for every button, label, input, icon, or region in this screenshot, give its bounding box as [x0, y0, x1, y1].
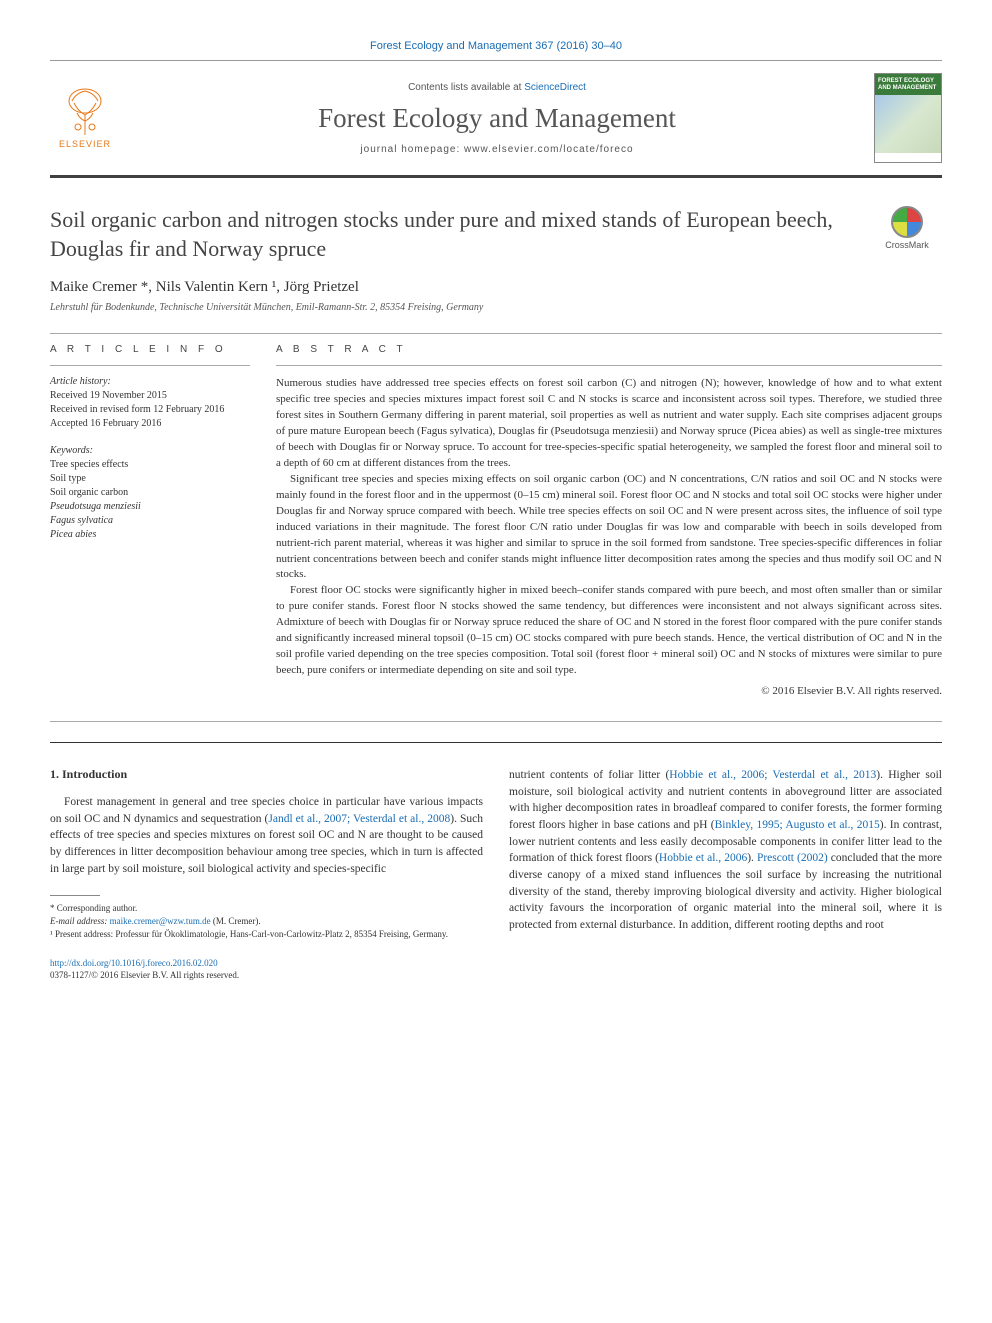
homepage-url[interactable]: www.elsevier.com/locate/foreco [464, 144, 634, 155]
right-column: nutrient contents of foliar litter (Hobb… [509, 767, 942, 940]
keyword-item: Soil type [50, 472, 250, 486]
keyword-item: Tree species effects [50, 458, 250, 472]
keyword-item: Pseudotsuga menziesii [50, 500, 250, 514]
corresponding-author-note: * Corresponding author. [50, 902, 483, 915]
article-info-column: A R T I C L E I N F O Article history: R… [50, 344, 250, 697]
author-list: Maike Cremer *, Nils Valentin Kern ¹, Jö… [50, 279, 942, 296]
intro-heading: 1. Introduction [50, 767, 483, 782]
keyword-item: Soil organic carbon [50, 486, 250, 500]
divider [50, 333, 942, 334]
contents-available-line: Contents lists available at ScienceDirec… [120, 82, 874, 93]
journal-title: Forest Ecology and Management [120, 103, 874, 134]
abstract-paragraph: Forest floor OC stocks were significantl… [276, 583, 942, 679]
left-column: 1. Introduction Forest management in gen… [50, 767, 483, 940]
sciencedirect-link[interactable]: ScienceDirect [524, 82, 586, 93]
body-text-fragment: nutrient contents of foliar litter ( [509, 769, 669, 781]
history-item: Accepted 16 February 2016 [50, 417, 250, 431]
present-address-note: ¹ Present address: Professur für Ökoklim… [50, 928, 483, 941]
intro-text-right: nutrient contents of foliar litter (Hobb… [509, 767, 942, 934]
keywords-list: Tree species effectsSoil typeSoil organi… [50, 458, 250, 542]
footnote-separator [50, 895, 100, 896]
citation-link[interactable]: Hobbie et al., 2006; Vesterdal et al., 2… [669, 769, 876, 781]
journal-cover-thumbnail[interactable]: FOREST ECOLOGY AND MANAGEMENT [874, 73, 942, 163]
elsevier-tree-icon [60, 87, 110, 137]
history-label: Article history: [50, 376, 250, 387]
page-container: Forest Ecology and Management 367 (2016)… [0, 0, 992, 1022]
body-columns: 1. Introduction Forest management in gen… [50, 767, 942, 940]
crossmark-icon [891, 206, 923, 238]
keyword-item: Fagus sylvatica [50, 514, 250, 528]
email-line: E-mail address: maike.cremer@wzw.tum.de … [50, 915, 483, 928]
page-footer: http://dx.doi.org/10.1016/j.foreco.2016.… [50, 958, 942, 981]
footnotes: * Corresponding author. E-mail address: … [50, 902, 483, 940]
article-title: Soil organic carbon and nitrogen stocks … [50, 206, 872, 263]
section-divider [50, 742, 942, 743]
keyword-item: Picea abies [50, 528, 250, 542]
publisher-logo[interactable]: ELSEVIER [50, 87, 120, 149]
history-item: Received in revised form 12 February 201… [50, 403, 250, 417]
author-email-link[interactable]: maike.cremer@wzw.tum.de [110, 916, 211, 926]
history-item: Received 19 November 2015 [50, 389, 250, 403]
divider [276, 365, 942, 366]
email-label: E-mail address: [50, 916, 110, 926]
homepage-line: journal homepage: www.elsevier.com/locat… [120, 144, 874, 155]
intro-text-left: Forest management in general and tree sp… [50, 794, 483, 877]
citation-link[interactable]: Binkley, 1995; Augusto et al., 2015 [715, 819, 880, 831]
email-suffix: (M. Cremer). [211, 916, 261, 926]
citation-link[interactable]: Jandl et al., 2007; Vesterdal et al., 20… [268, 813, 450, 825]
abstract-paragraph: Significant tree species and species mix… [276, 472, 942, 584]
journal-header-box: ELSEVIER Contents lists available at Sci… [50, 60, 942, 178]
crossmark-widget[interactable]: CrossMark [872, 206, 942, 250]
header-center: Contents lists available at ScienceDirec… [120, 82, 874, 155]
abstract-copyright: © 2016 Elsevier B.V. All rights reserved… [276, 685, 942, 697]
homepage-prefix: journal homepage: [360, 144, 464, 155]
abstract-label: A B S T R A C T [276, 344, 942, 355]
issn-copyright-line: 0378-1127/© 2016 Elsevier B.V. All right… [50, 970, 942, 982]
abstract-text: Numerous studies have addressed tree spe… [276, 376, 942, 679]
info-abstract-row: A R T I C L E I N F O Article history: R… [50, 344, 942, 697]
citation-link[interactable]: Prescott (2002) [757, 852, 828, 864]
divider [50, 365, 250, 366]
crossmark-label: CrossMark [872, 240, 942, 250]
citation-link[interactable]: Hobbie et al., 2006 [659, 852, 747, 864]
abstract-column: A B S T R A C T Numerous studies have ad… [276, 344, 942, 697]
cover-title: FOREST ECOLOGY AND MANAGEMENT [875, 74, 941, 95]
cover-image [875, 95, 941, 153]
history-list: Received 19 November 2015Received in rev… [50, 389, 250, 431]
contents-prefix: Contents lists available at [408, 82, 524, 93]
citation-header: Forest Ecology and Management 367 (2016)… [50, 40, 942, 52]
title-row: Soil organic carbon and nitrogen stocks … [50, 206, 942, 263]
keywords-label: Keywords: [50, 445, 250, 456]
affiliation: Lehrstuhl für Bodenkunde, Technische Uni… [50, 302, 942, 313]
article-info-label: A R T I C L E I N F O [50, 344, 250, 355]
divider [50, 721, 942, 722]
publisher-name: ELSEVIER [50, 139, 120, 149]
doi-link[interactable]: http://dx.doi.org/10.1016/j.foreco.2016.… [50, 958, 942, 970]
abstract-paragraph: Numerous studies have addressed tree spe… [276, 376, 942, 472]
body-text-fragment: ). [747, 852, 757, 864]
